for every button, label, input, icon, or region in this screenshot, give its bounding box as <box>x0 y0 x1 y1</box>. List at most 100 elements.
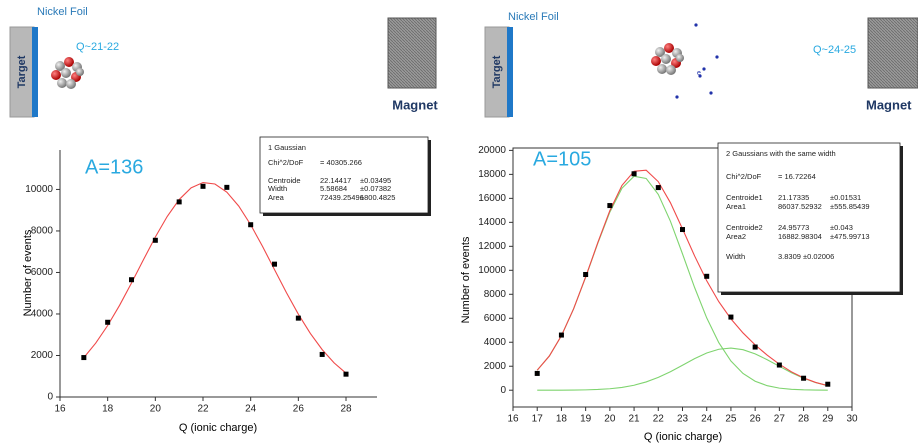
data-point <box>655 185 661 191</box>
chart-title: A=136 <box>85 156 143 178</box>
fit-parameter: Centroide2 <box>726 223 763 232</box>
ion-cluster <box>51 57 84 89</box>
fit-parameter: 21.17335 <box>778 193 809 202</box>
magnet <box>867 17 918 89</box>
foil-label: Nickel Foil <box>508 11 559 23</box>
x-tick-label: 16 <box>54 404 66 415</box>
data-point <box>583 272 589 278</box>
y-tick-label: 6000 <box>484 313 507 324</box>
data-point <box>776 362 782 368</box>
fit-parameter: ±800.4825 <box>360 193 395 202</box>
fit-parameter: 72439.25496 <box>320 193 364 202</box>
x-tick-label: 26 <box>293 404 305 415</box>
y-tick-label: 4000 <box>484 337 507 348</box>
x-axis-label: Q (ionic charge) <box>179 422 257 434</box>
x-tick-label: 18 <box>102 404 114 415</box>
x-tick-label: 22 <box>197 404 209 415</box>
fit-box-title: 2 Gaussians with the same width <box>726 149 836 158</box>
data-point <box>680 227 685 233</box>
x-tick-label: 28 <box>798 414 810 425</box>
y-axis-label: Number of events <box>22 229 34 316</box>
fit-box <box>259 136 429 214</box>
y-tick-label: 10000 <box>25 184 53 195</box>
foil-label: Nickel Foil <box>37 6 88 18</box>
electrons <box>675 23 719 99</box>
data-point <box>200 183 206 189</box>
data-point <box>343 371 349 377</box>
fit-parameter: ±0.043 <box>830 223 853 232</box>
y-tick-label: 10000 <box>478 265 506 276</box>
fit-curve <box>537 347 828 391</box>
x-tick-label: 22 <box>653 414 665 425</box>
x-tick-label: 29 <box>822 414 834 425</box>
x-tick-label: 30 <box>846 414 858 425</box>
y-tick-label: 18000 <box>478 169 506 180</box>
fit-parameter: ±475.99713 <box>830 232 870 241</box>
target-label: Target <box>491 55 503 88</box>
y-tick-label: 16000 <box>478 193 506 204</box>
x-tick-label: 28 <box>340 404 352 415</box>
y-axis-label: Number of events <box>460 236 472 323</box>
target-label: Target <box>16 55 28 88</box>
y-tick-label: 0 <box>500 385 506 396</box>
y-tick-label: 6000 <box>31 267 54 278</box>
fit-parameter: 86037.52932 <box>778 202 822 211</box>
fit-parameter: 5.58684 <box>320 184 347 193</box>
data-point <box>319 351 325 357</box>
fit-parameter: Centroide1 <box>726 193 763 202</box>
fit-parameter: 16882.98304 <box>778 232 822 241</box>
y-tick-label: 8000 <box>484 289 507 300</box>
data-point <box>105 319 111 325</box>
fit-parameter: Width <box>726 252 745 261</box>
data-point <box>81 355 87 361</box>
data-point <box>825 381 831 387</box>
fit-parameter: Centroide <box>268 176 301 185</box>
data-point <box>224 184 230 190</box>
chart-title: A=105 <box>533 148 591 170</box>
y-tick-label: 20000 <box>478 145 506 156</box>
foil <box>32 27 38 117</box>
data-point <box>728 314 734 320</box>
target <box>9 26 35 118</box>
data-point <box>558 332 564 338</box>
y-tick-label: 8000 <box>31 226 54 237</box>
fit-parameter: = 40305.266 <box>320 158 362 167</box>
y-tick-label: 2000 <box>484 361 507 372</box>
x-tick-label: 20 <box>604 414 616 425</box>
x-tick-label: 24 <box>245 404 257 415</box>
foil <box>507 27 513 117</box>
x-tick-label: 21 <box>629 414 641 425</box>
x-tick-label: 16 <box>507 414 519 425</box>
data-point <box>129 277 135 283</box>
x-tick-label: 17 <box>532 414 544 425</box>
data-point <box>295 315 301 321</box>
ion-cluster <box>651 43 684 75</box>
x-axis-label: Q (ionic charge) <box>644 431 722 443</box>
fit-parameter: ±0.01531 <box>830 193 861 202</box>
y-tick-label: 2000 <box>31 350 54 361</box>
fit-box-title: 1 Gaussian <box>268 143 306 152</box>
fit-box <box>717 142 901 293</box>
y-tick-label: 14000 <box>478 217 506 228</box>
y-tick-label: 0 <box>47 392 53 403</box>
target <box>484 26 510 118</box>
x-tick-label: 19 <box>580 414 592 425</box>
data-point <box>272 261 278 267</box>
magnet-label: Magnet <box>866 97 912 112</box>
diagram-right: Nickel Foil Target e Q~24-25 Magnet <box>484 11 918 118</box>
data-point <box>752 344 758 350</box>
electron-label: e <box>697 70 701 77</box>
fit-parameter: ±0.07382 <box>360 184 391 193</box>
fit-parameter: ±555.85439 <box>830 202 870 211</box>
fit-parameter: = 16.72264 <box>778 172 816 181</box>
fit-parameter: Width <box>268 184 287 193</box>
y-tick-label: 4000 <box>31 309 54 320</box>
x-tick-label: 25 <box>725 414 737 425</box>
x-tick-label: 26 <box>750 414 762 425</box>
data-point <box>631 171 637 177</box>
fit-parameter: Area2 <box>726 232 746 241</box>
data-point <box>248 222 254 228</box>
fit-parameter: Chi^2/DoF <box>726 172 762 181</box>
